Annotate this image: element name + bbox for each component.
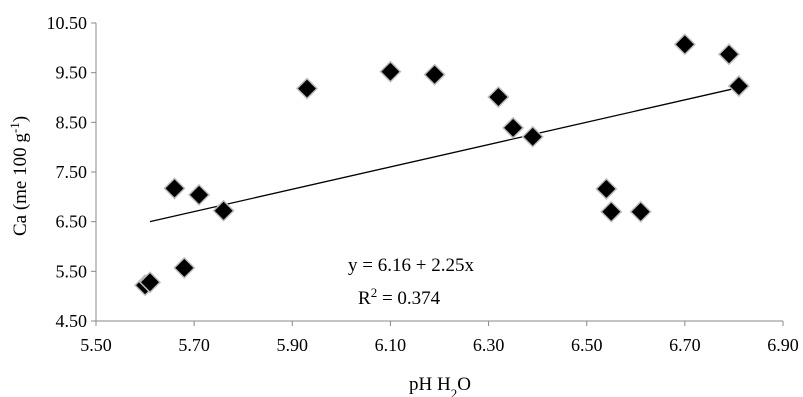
- x-tick-label: 5.90: [277, 335, 309, 355]
- data-point: [173, 256, 196, 279]
- x-tick-label: 6.50: [571, 335, 603, 355]
- y-tick-label: 9.50: [56, 63, 88, 83]
- data-point: [487, 85, 510, 109]
- r-squared-label: R2 = 0.374: [358, 285, 441, 310]
- data-point: [379, 60, 402, 83]
- x-tick-label: 6.10: [375, 335, 407, 355]
- y-axis-title: Ca (me 100 g-1): [7, 116, 32, 236]
- data-point: [521, 125, 544, 148]
- regression-equation: y = 6.16 + 2.25x: [348, 255, 474, 276]
- data-point: [673, 33, 696, 56]
- y-tick-label: 7.50: [56, 162, 88, 182]
- x-tick-label: 5.70: [178, 335, 210, 355]
- x-tick-label: 6.90: [767, 335, 799, 355]
- x-tick-label: 6.70: [669, 335, 701, 355]
- data-point: [502, 116, 525, 139]
- y-tick-label: 10.50: [47, 13, 88, 33]
- data-point: [629, 200, 652, 223]
- y-tick-label: 8.50: [56, 112, 88, 132]
- y-tick-label: 6.50: [56, 212, 88, 232]
- data-point: [423, 63, 446, 86]
- data-point: [163, 177, 186, 200]
- trendline: [149, 86, 739, 223]
- axes: [95, 23, 783, 322]
- y-tick-label: 4.50: [56, 311, 88, 331]
- data-point: [727, 75, 750, 98]
- data-point: [138, 271, 162, 294]
- x-tick-label: 6.30: [473, 335, 505, 355]
- y-tick-labels: 4.50 5.50 6.50 7.50 8.50 9.50 10.50: [47, 13, 96, 331]
- x-axis-title: pH H2O: [409, 374, 471, 397]
- data-point: [212, 199, 235, 222]
- x-tick-labels: 5.50 5.70 5.90 6.10 6.30 6.50 6.70 6.90: [80, 321, 799, 355]
- y-tick-label: 5.50: [56, 261, 88, 281]
- data-point: [717, 43, 741, 66]
- data-point: [295, 77, 319, 100]
- data-point: [595, 177, 618, 200]
- data-point: [600, 200, 623, 223]
- data-point: [187, 183, 211, 206]
- x-tick-label: 5.50: [80, 335, 112, 355]
- data-points: [134, 33, 750, 297]
